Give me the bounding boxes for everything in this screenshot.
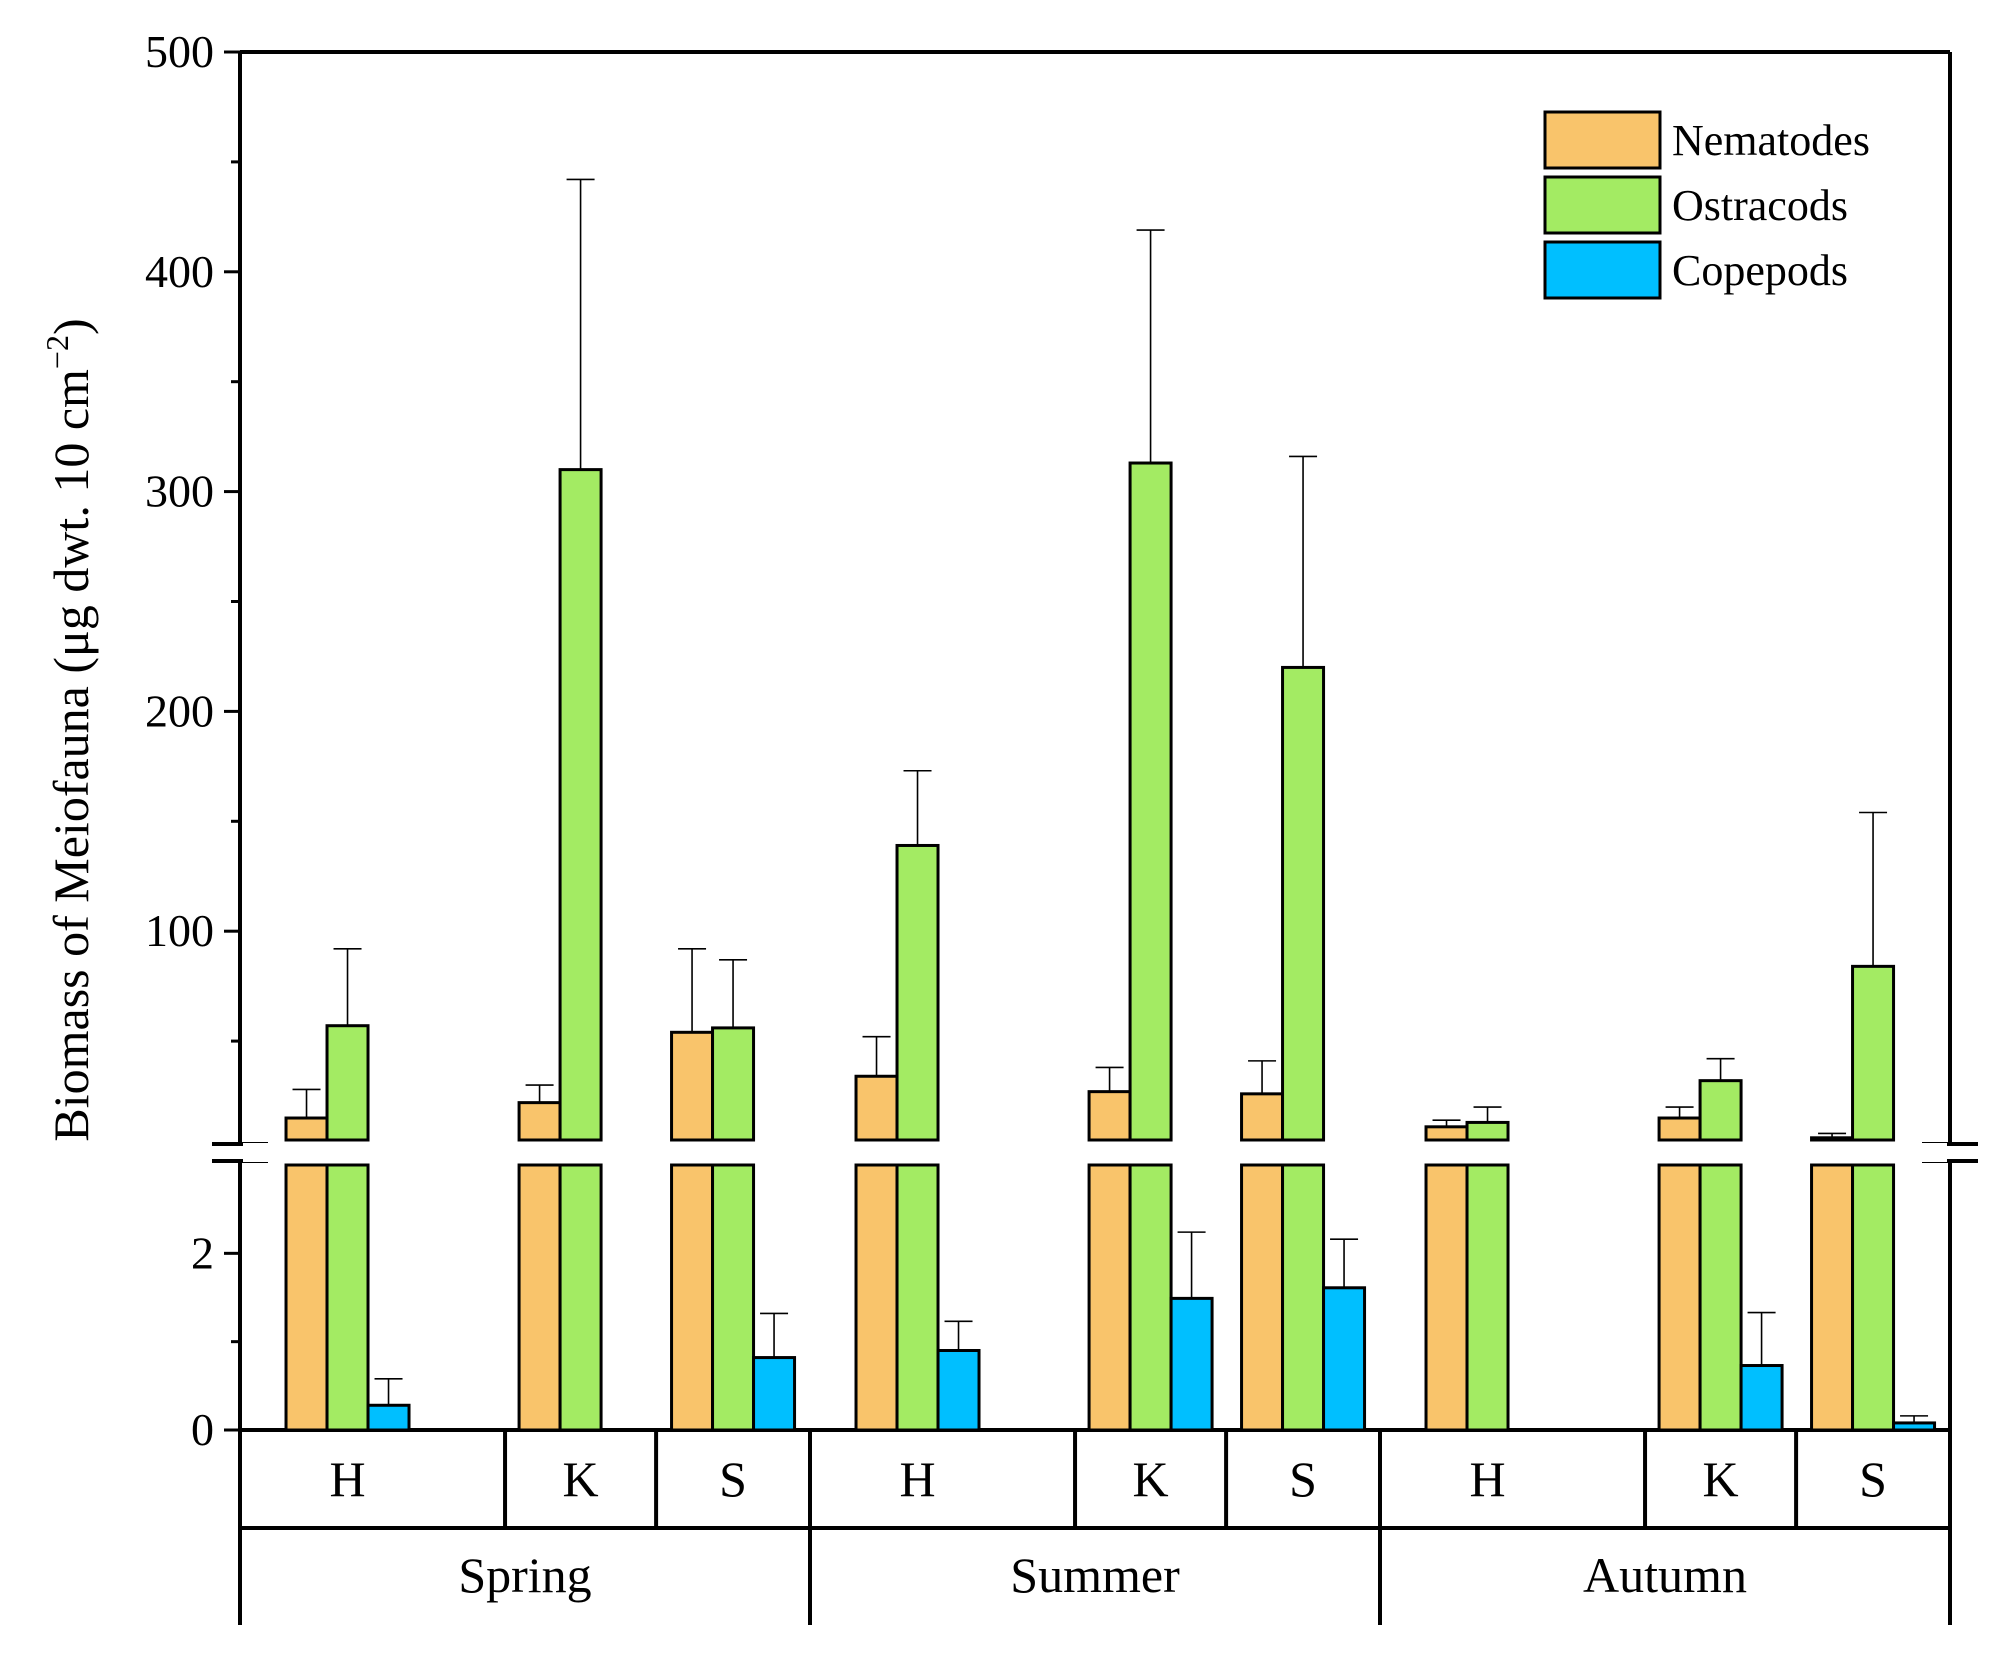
bar-copepods [936, 1349, 981, 1432]
y-axis-label-sup: −2 [39, 335, 75, 369]
bar-ostracods [558, 1163, 603, 1432]
bar-ostracods [1128, 1163, 1173, 1432]
y-tick-label: 500 [145, 26, 214, 77]
legend-swatch-ostracods [1543, 175, 1662, 235]
y-tick-label: 2 [191, 1227, 214, 1278]
site-label: H [899, 1451, 935, 1507]
bar-nematodes-upper [1240, 1092, 1285, 1142]
bar-nematodes [517, 1163, 562, 1432]
legend-swatch-copepods [1543, 240, 1662, 300]
bar-ostracods-upper [325, 1024, 370, 1142]
error-bars [292, 178, 1929, 1423]
site-label: K [1703, 1451, 1739, 1507]
bar-ostracods [1465, 1163, 1510, 1432]
bar-nematodes-upper [284, 1116, 329, 1142]
bar-nematodes-upper [1657, 1116, 1702, 1142]
bar-nematodes-upper [517, 1101, 562, 1142]
bar-nematodes-upper [1087, 1090, 1132, 1142]
season-label: Autumn [1583, 1547, 1747, 1603]
bar-nematodes-upper [1810, 1136, 1855, 1142]
bar-copepods [366, 1403, 411, 1432]
bar-nematodes [1240, 1163, 1285, 1432]
bar-ostracods [711, 1163, 756, 1432]
bar-ostracods [1698, 1163, 1743, 1432]
y-tick-label: 200 [145, 685, 214, 736]
season-label: Spring [458, 1547, 591, 1603]
bar-nematodes [854, 1163, 899, 1432]
bar-ostracods-upper [1281, 665, 1326, 1142]
y-tick-label: 300 [145, 466, 214, 517]
bar-nematodes [670, 1163, 715, 1432]
y-tick-label: 100 [145, 905, 214, 956]
bar-copepods [1892, 1421, 1937, 1432]
legend-label-copepods: Copepods [1672, 246, 1848, 295]
bar-ostracods-upper [1465, 1120, 1510, 1142]
y-axis-label-main: Biomass of Meiofauna (μg dwt. 10 cm [43, 369, 99, 1142]
bar-copepods [1169, 1296, 1214, 1432]
site-label: S [1859, 1451, 1887, 1507]
legend-label-nematodes: Nematodes [1672, 116, 1870, 165]
y-axis-label: Biomass of Meiofauna (μg dwt. 10 cm−2) [39, 318, 99, 1141]
bar-nematodes-upper [670, 1030, 715, 1142]
bar-ostracods [895, 1163, 940, 1432]
site-label: S [1289, 1451, 1317, 1507]
bar-ostracods-upper [711, 1026, 756, 1142]
bar-nematodes-upper [1424, 1125, 1469, 1142]
site-label: S [719, 1451, 747, 1507]
bar-nematodes [1087, 1163, 1132, 1432]
bar-ostracods-upper [895, 843, 940, 1142]
bar-ostracods-upper [1128, 461, 1173, 1142]
bar-ostracods-upper [1698, 1079, 1743, 1142]
bar-ostracods-upper [558, 468, 603, 1142]
site-label: K [563, 1451, 599, 1507]
bar-nematodes [1424, 1163, 1469, 1432]
season-label: Summer [1010, 1547, 1180, 1603]
legend-swatch-nematodes [1543, 110, 1662, 170]
bar-ostracods [1851, 1163, 1896, 1432]
bar-nematodes [1810, 1163, 1855, 1432]
bar-nematodes-upper [854, 1074, 899, 1142]
bar-copepods [1739, 1364, 1784, 1432]
legend: Nematodes Ostracods Copepods [1543, 110, 1870, 300]
bar-ostracods [1281, 1163, 1326, 1432]
y-axis-label-close: ) [43, 318, 99, 335]
bar-copepods [1322, 1286, 1367, 1432]
bar-break-gap [243, 1143, 1947, 1162]
site-label: H [1469, 1451, 1505, 1507]
bar-nematodes [284, 1163, 329, 1432]
bar-ostracods [325, 1163, 370, 1432]
site-label: H [329, 1451, 365, 1507]
y-tick-label: 0 [191, 1404, 214, 1455]
bars [243, 461, 1947, 1432]
y-tick-label: 400 [145, 246, 214, 297]
site-label: K [1133, 1451, 1169, 1507]
bar-nematodes [1657, 1163, 1702, 1432]
legend-label-ostracods: Ostracods [1672, 181, 1848, 230]
bar-copepods [752, 1356, 797, 1432]
bar-ostracods-upper [1851, 964, 1896, 1142]
